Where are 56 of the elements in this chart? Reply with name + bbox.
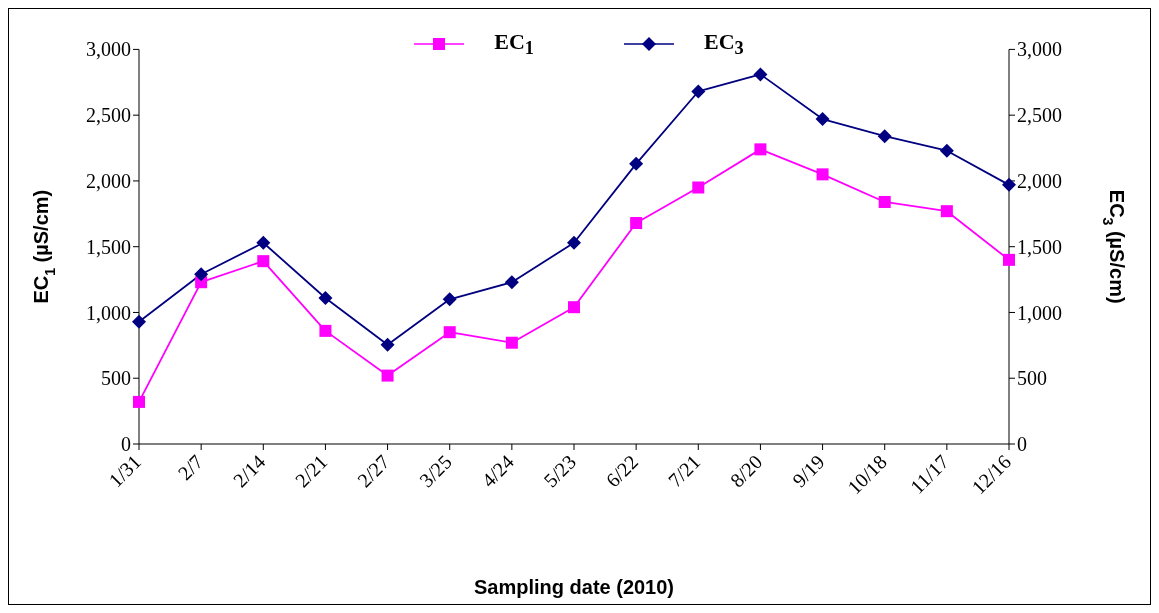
point <box>505 336 518 349</box>
point <box>815 112 830 127</box>
point <box>939 143 954 158</box>
x-tick-label: 5/23 <box>539 450 581 492</box>
point <box>504 275 519 290</box>
point <box>132 314 146 329</box>
point <box>1002 177 1016 192</box>
y-tick-label: 1,500 <box>86 235 131 258</box>
y2-tick-label: 0 <box>1017 433 1027 456</box>
point <box>878 195 891 208</box>
x-tick-label: 2/21 <box>290 450 332 492</box>
y2-tick-label: 3,000 <box>1017 38 1062 61</box>
point <box>877 129 892 144</box>
point <box>691 84 706 99</box>
point <box>753 67 768 82</box>
x-tick-label: 4/24 <box>477 450 518 492</box>
point <box>754 143 767 156</box>
y-tick-label: 2,500 <box>86 104 131 127</box>
point <box>442 292 457 307</box>
x-tick-label: 6/22 <box>601 450 643 492</box>
point <box>257 255 270 268</box>
point <box>256 235 271 250</box>
point <box>319 324 332 337</box>
x-tick-label: 7/21 <box>663 450 705 492</box>
x-tick-label: 3/25 <box>415 450 456 492</box>
x-tick-label: 2/7 <box>173 450 208 485</box>
x-tick-label: 2/14 <box>228 450 270 492</box>
y-tick-label: 2,000 <box>86 170 131 193</box>
point <box>1003 253 1015 266</box>
point <box>816 168 829 181</box>
point <box>194 267 209 282</box>
point <box>567 235 581 250</box>
point <box>630 217 643 230</box>
y-tick-label: 1,000 <box>86 301 131 324</box>
point <box>318 290 333 305</box>
y2-tick-label: 500 <box>1017 367 1047 390</box>
legend-label: EC$_{3}$ <box>704 29 744 60</box>
point <box>133 395 145 408</box>
point <box>380 337 395 352</box>
x-tick-label: 9/19 <box>787 450 829 492</box>
y-tick-label: 500 <box>101 367 131 390</box>
y2-tick-label: 2,000 <box>1017 170 1062 193</box>
x-tick-label: 8/20 <box>725 450 767 492</box>
y-tick-label: 3,000 <box>86 38 131 61</box>
point <box>940 205 953 218</box>
x-axis-title: Sampling date (2010) <box>473 576 675 598</box>
point <box>692 181 705 194</box>
y2-tick-label: 1,000 <box>1017 301 1062 324</box>
point <box>443 326 456 339</box>
point <box>381 369 394 382</box>
x-tick-label: 2/27 <box>352 450 394 492</box>
y2-tick-label: 2,500 <box>1017 104 1062 127</box>
legend-label: EC$_{1}$ <box>494 29 534 60</box>
point <box>568 301 580 314</box>
point <box>629 156 644 171</box>
y2-tick-label: 1,500 <box>1017 235 1062 258</box>
